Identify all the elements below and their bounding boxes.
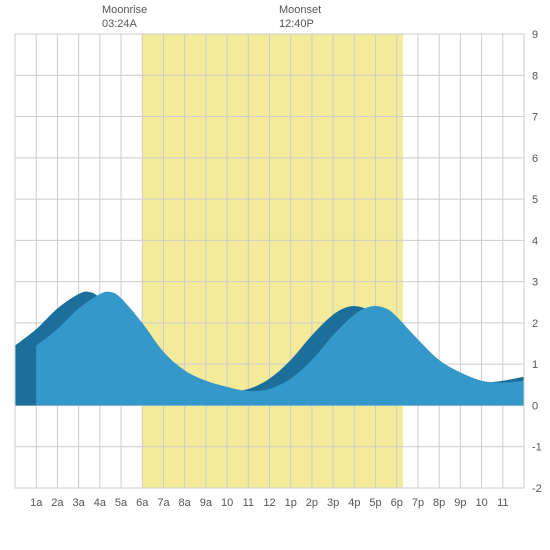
x-tick-label: 12 <box>263 497 275 509</box>
moonset-time: 12:40P <box>279 17 321 31</box>
x-tick-label: 3a <box>73 497 86 509</box>
x-tick-label: 7a <box>157 497 170 509</box>
x-tick-label: 10 <box>221 497 233 509</box>
moonset-title: Moonset <box>279 3 321 17</box>
y-tick-label: 0 <box>532 400 538 412</box>
x-tick-label: 11 <box>497 497 508 509</box>
x-tick-label: 3p <box>327 497 339 509</box>
moonrise-time: 03:24A <box>102 17 147 31</box>
x-tick-label: 7p <box>412 497 424 509</box>
x-tick-label: 11 <box>243 497 254 509</box>
x-tick-label: 2a <box>51 497 64 509</box>
y-tick-label: 6 <box>532 153 538 165</box>
x-tick-label: 6p <box>391 497 403 509</box>
tide-chart: Moonrise 03:24A Moonset 12:40P -2-101234… <box>0 0 550 550</box>
x-tick-label: 4a <box>94 497 107 509</box>
y-tick-label: 2 <box>532 318 538 330</box>
moonset-label: Moonset 12:40P <box>279 3 321 32</box>
x-tick-label: 5a <box>115 497 128 509</box>
x-tick-label: 2p <box>306 497 318 509</box>
moonrise-label: Moonrise 03:24A <box>102 3 147 32</box>
x-tick-label: 6a <box>136 497 149 509</box>
chart-svg: -2-101234567891a2a3a4a5a6a7a8a9a1011121p… <box>0 0 550 550</box>
y-tick-label: -1 <box>532 442 542 454</box>
y-tick-label: 4 <box>532 235 538 247</box>
moonrise-title: Moonrise <box>102 3 147 17</box>
x-tick-label: 5p <box>369 497 381 509</box>
x-tick-label: 1a <box>30 497 43 509</box>
x-tick-label: 10 <box>475 497 487 509</box>
daylight-band <box>142 34 403 488</box>
x-tick-label: 8a <box>179 497 192 509</box>
y-tick-label: -2 <box>532 483 542 495</box>
y-tick-label: 9 <box>532 29 538 41</box>
y-tick-label: 3 <box>532 277 538 289</box>
y-tick-label: 5 <box>532 194 538 206</box>
x-tick-label: 4p <box>348 497 360 509</box>
x-tick-label: 8p <box>433 497 445 509</box>
x-tick-label: 1p <box>285 497 297 509</box>
x-tick-label: 9a <box>200 497 213 509</box>
y-tick-label: 1 <box>532 359 538 371</box>
y-tick-label: 7 <box>532 112 538 124</box>
x-tick-label: 9p <box>454 497 466 509</box>
y-tick-label: 8 <box>532 70 538 82</box>
